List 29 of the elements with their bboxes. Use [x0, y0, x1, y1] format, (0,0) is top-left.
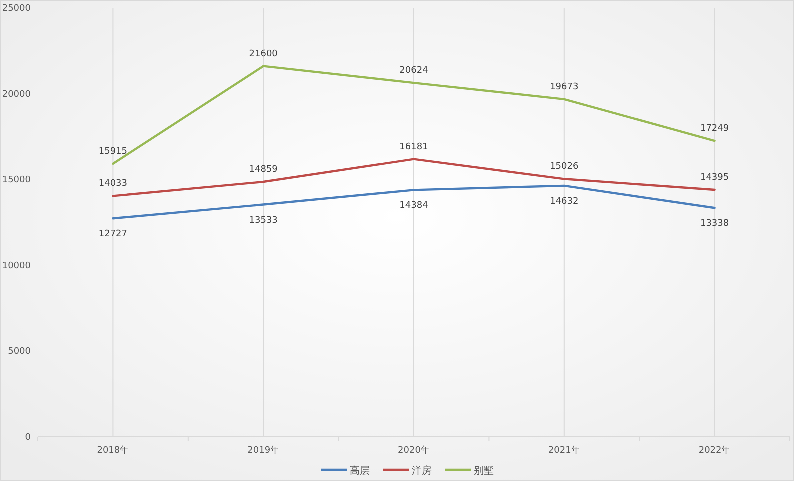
data-label: 14033 [98, 179, 128, 190]
data-label: 14859 [249, 165, 278, 176]
data-label: 21600 [249, 49, 278, 60]
y-tick-label: 20000 [2, 90, 32, 100]
data-label: 20624 [400, 66, 429, 76]
data-label: 15915 [98, 146, 128, 157]
data-label: 13338 [700, 219, 730, 230]
data-label: 13533 [249, 216, 278, 226]
y-tick-label: 5000 [8, 347, 32, 358]
y-tick-label: 15000 [2, 176, 32, 186]
data-label: 14395 [700, 172, 730, 183]
y-tick-label: 0 [25, 433, 32, 443]
legend-label: 洋房 [412, 465, 432, 477]
data-label: 19673 [550, 82, 579, 92]
y-tick-label: 25000 [2, 4, 32, 14]
y-tick-label: 10000 [2, 261, 32, 272]
data-label: 14632 [550, 196, 579, 207]
x-tick-label: 2018年 [97, 445, 130, 456]
data-label: 12727 [98, 230, 128, 240]
x-tick-label: 2022年 [698, 445, 731, 456]
x-tick-label: 2019年 [248, 445, 280, 456]
legend-label: 别墅 [474, 466, 494, 477]
data-label: 15026 [550, 162, 579, 172]
x-tick-label: 2020年 [398, 445, 430, 456]
data-label: 17249 [700, 124, 730, 134]
x-tick-label: 2021年 [548, 445, 580, 456]
data-label: 14384 [400, 201, 429, 212]
legend-label: 高层 [350, 465, 370, 477]
data-label: 16181 [400, 142, 428, 152]
